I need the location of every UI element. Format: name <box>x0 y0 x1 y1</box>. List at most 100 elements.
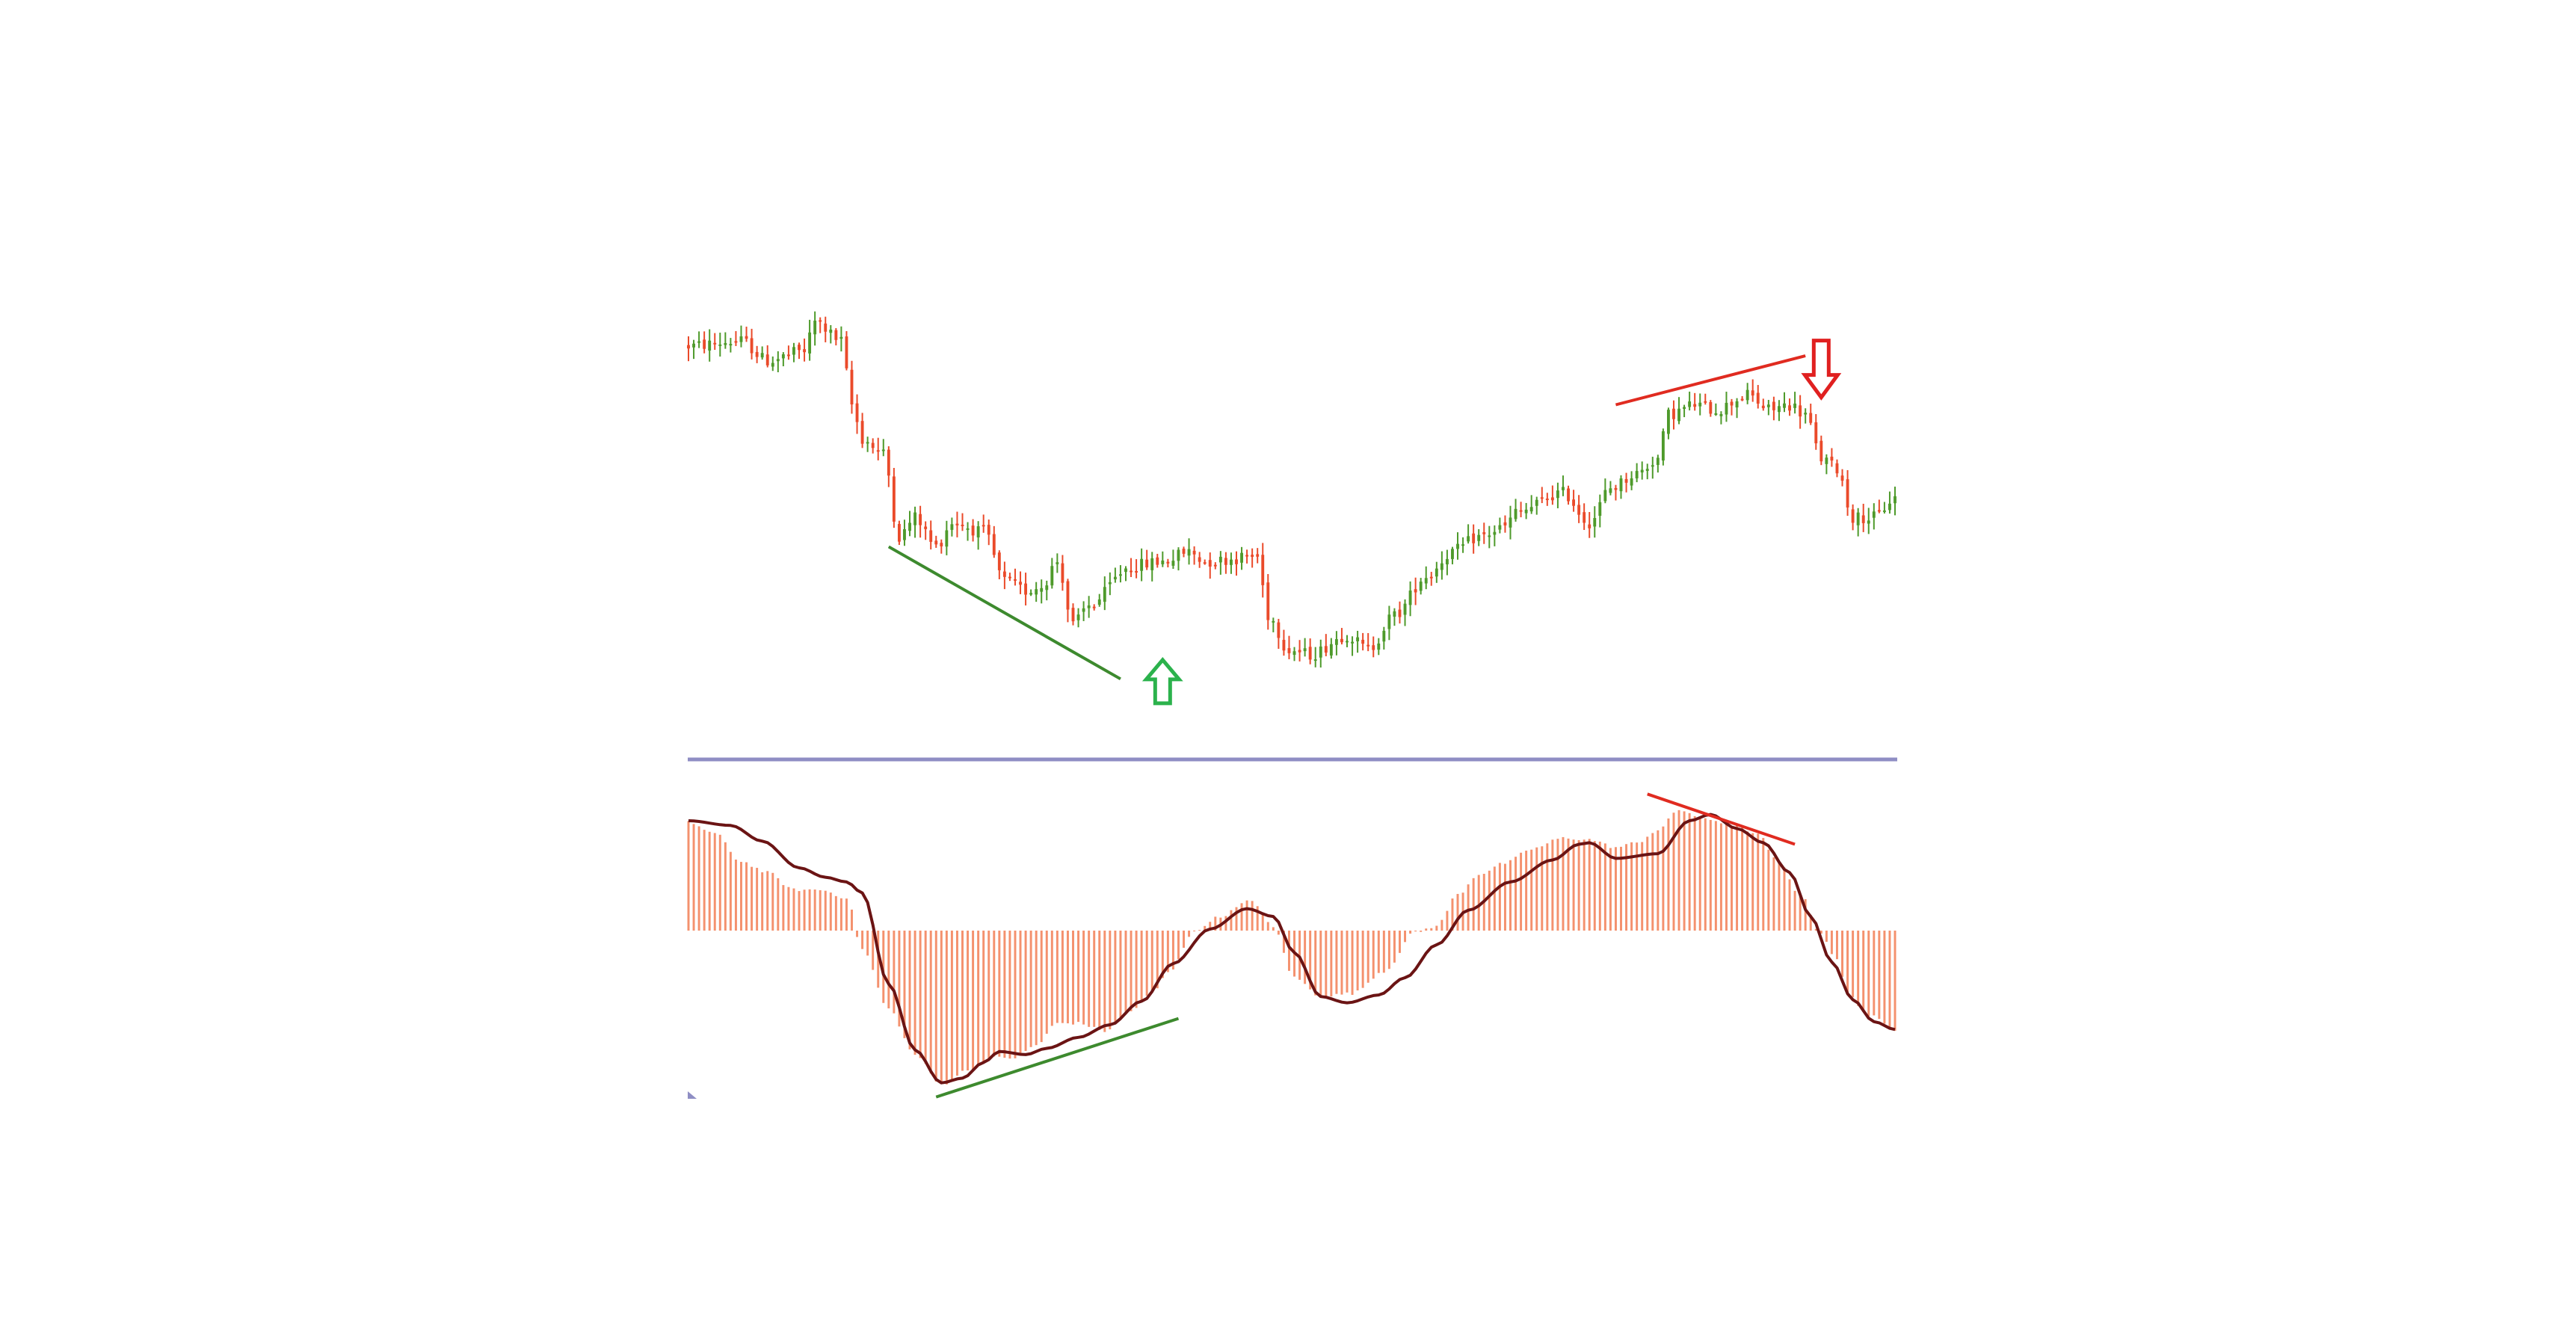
candle <box>934 535 938 548</box>
macd-bar <box>1719 823 1722 931</box>
candle-body <box>687 345 690 349</box>
candle <box>1766 400 1770 416</box>
macd-bar <box>877 931 880 988</box>
candle-body <box>1619 478 1623 492</box>
candle-body <box>1119 574 1122 576</box>
macd-bar <box>1440 919 1443 931</box>
candle-body <box>924 526 928 529</box>
macd-bar <box>1420 931 1423 932</box>
candle-body <box>703 339 706 349</box>
candle <box>687 336 690 362</box>
candle-body <box>1640 469 1644 473</box>
candle-body <box>1472 533 1476 543</box>
candle <box>1414 577 1417 605</box>
macd-bar <box>1145 931 1148 996</box>
candle-body <box>976 526 980 537</box>
macd-bar <box>1883 931 1886 1024</box>
candle-body <box>1403 603 1407 615</box>
macd-bar <box>1683 811 1686 931</box>
candle-body <box>1150 558 1154 570</box>
macd-bar <box>1641 842 1644 931</box>
macd-bar <box>1830 931 1833 955</box>
candle <box>1445 549 1449 576</box>
macd-bar <box>1156 931 1159 989</box>
candle-body <box>1788 405 1791 411</box>
macd-bar <box>1515 857 1517 931</box>
macd-bar <box>1135 931 1138 1008</box>
candle-body <box>1097 599 1101 605</box>
candle-body <box>1819 440 1823 462</box>
candle-body <box>1208 560 1212 567</box>
candle-body <box>765 354 769 366</box>
candle <box>1398 601 1402 624</box>
candle-body <box>908 522 911 531</box>
candle-body <box>1545 499 1549 501</box>
candle-body <box>760 353 764 358</box>
candle-body <box>1877 510 1881 512</box>
sell-arrow-icon <box>1801 339 1842 401</box>
candle-body <box>1103 587 1106 602</box>
candle <box>1393 608 1396 626</box>
macd-bar <box>1235 907 1238 931</box>
candle <box>1503 515 1507 533</box>
candle <box>1583 503 1586 530</box>
buy-arrow-icon <box>1141 656 1183 706</box>
candle <box>1735 398 1739 419</box>
macd-bar <box>697 826 700 931</box>
candle-body <box>819 320 822 322</box>
candle-body <box>934 540 938 545</box>
candle-body <box>1488 535 1491 537</box>
macd-bar <box>1198 930 1201 931</box>
candle <box>1166 558 1170 568</box>
candle <box>1340 628 1343 645</box>
candle <box>1346 635 1349 647</box>
candle <box>1261 543 1265 598</box>
macd-bar <box>1024 931 1027 1051</box>
macd-bar <box>1572 839 1575 931</box>
candle <box>819 317 822 333</box>
candle <box>1272 617 1275 632</box>
candle <box>897 520 901 546</box>
candle <box>1519 502 1523 518</box>
candle-body <box>966 528 970 530</box>
candle <box>892 468 896 528</box>
candle <box>845 331 848 371</box>
macd-bar <box>1709 819 1712 931</box>
candle-body <box>1377 643 1381 650</box>
macd-bar <box>729 851 732 931</box>
macd-bar <box>1751 833 1754 931</box>
candle-body <box>1550 497 1554 501</box>
candle-body <box>1804 413 1808 415</box>
candle-body <box>1245 555 1249 557</box>
candle-body <box>997 552 1001 570</box>
candle-body <box>1061 563 1064 583</box>
candle <box>1277 618 1281 650</box>
macd-bar <box>1477 875 1480 931</box>
candle <box>945 520 949 555</box>
candle <box>1593 506 1597 538</box>
candle <box>1150 552 1154 582</box>
candle-body <box>1661 431 1665 461</box>
candle-body <box>982 525 985 527</box>
candle-body <box>786 354 790 357</box>
candle <box>1745 383 1749 404</box>
macd-bar <box>782 885 785 931</box>
macd-bar <box>813 889 816 931</box>
candle-body <box>1461 544 1464 546</box>
candle <box>1198 552 1201 568</box>
candle <box>1319 639 1322 668</box>
candle-body <box>1861 515 1865 523</box>
candle-body <box>1603 490 1607 502</box>
candle <box>798 342 801 360</box>
macd-bar <box>929 931 932 1074</box>
macd-bar <box>882 931 885 1003</box>
price-bearish-divergence-line <box>1615 354 1806 407</box>
candle <box>950 517 954 537</box>
candle <box>1224 552 1227 574</box>
macd-bar <box>792 888 795 931</box>
candle <box>1082 601 1085 621</box>
macd-bar <box>1209 922 1212 931</box>
candle <box>1292 647 1296 662</box>
candle <box>1313 647 1317 667</box>
candle <box>808 319 812 361</box>
